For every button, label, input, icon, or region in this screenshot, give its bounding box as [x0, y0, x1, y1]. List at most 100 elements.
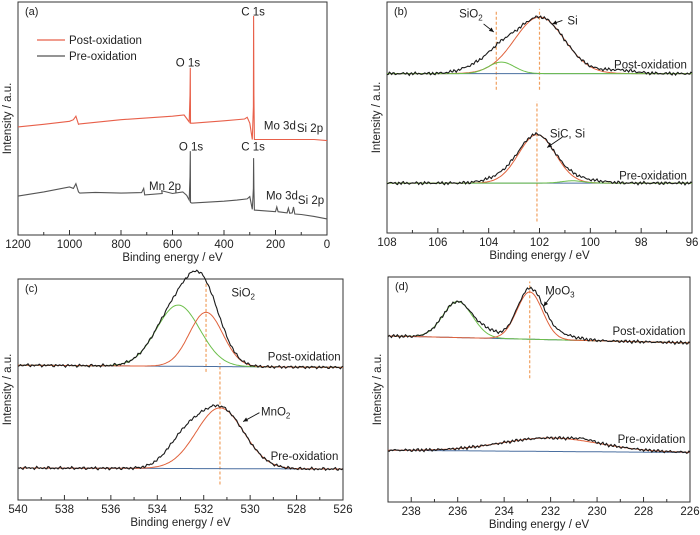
x-tick-label: 538	[55, 504, 74, 516]
spectrum-label: Pre-oxidation	[619, 170, 687, 182]
y-axis-label: Intensity / a.u.	[2, 83, 14, 155]
x-tick-label: 100	[581, 237, 600, 249]
panel-a: 1200 1000 800 600 400 200 0 Binding energy / eV…	[2, 1, 330, 264]
measured-spectrum-curve	[17, 404, 344, 471]
arrowhead-icon	[547, 143, 553, 148]
peak-annotation-text: MnO	[261, 407, 286, 419]
plot-frame	[387, 276, 691, 503]
x-tick-label: 108	[377, 237, 396, 249]
panel-b: 108 106 104 102 100 98 96 Binding energy / eV In…	[371, 1, 699, 262]
x-tick-label: 236	[448, 506, 467, 518]
peak-annotation-text: Si	[567, 15, 577, 27]
x-tick-label: 104	[479, 237, 499, 249]
x-tick-label: 232	[541, 506, 560, 518]
panel-label: (d)	[395, 281, 408, 293]
measured-spectrum-curve	[17, 269, 344, 370]
x-tick-label: 536	[101, 504, 120, 516]
peak-annotation: Mo 3d	[266, 190, 298, 202]
arrowhead-icon	[543, 301, 549, 307]
arrowhead-icon	[552, 20, 558, 25]
measured-spectrum-curve	[387, 286, 691, 346]
peak-annotation: Mn 2p	[149, 181, 181, 193]
spectrum-label: Pre-oxidation	[618, 434, 686, 446]
peak-annotation-text: O 1s	[179, 141, 204, 153]
peak-annotation-text: O 1s	[176, 58, 201, 70]
peak-annotation: SiC, Si	[550, 129, 585, 141]
legend-label: Pre-oxidation	[69, 51, 137, 63]
x-tick-label: 1000	[57, 239, 83, 251]
peak-annotation-text: C 1s	[241, 6, 265, 18]
series-line-pre-oxidation	[17, 151, 328, 220]
peak-annotation: MoO3	[545, 286, 575, 300]
legend-label: Post-oxidation	[69, 35, 142, 47]
measured-spectrum-curve	[386, 131, 693, 186]
peak-annotation: Mo 3d	[264, 120, 296, 132]
peak-annotation-subscript: 2	[286, 412, 291, 421]
peak-annotation: SiO2	[459, 9, 483, 23]
peak-annotation-text: SiO	[459, 9, 478, 21]
panel-d: 238 236 234 232 230 228 226 Binding energy / eV…	[372, 276, 700, 531]
peak-annotation: Si	[567, 15, 577, 27]
peak-annotation: O 1s	[179, 141, 204, 153]
panel-label: (a)	[25, 6, 38, 18]
peak-annotation-subscript: 2	[478, 14, 483, 23]
peak-annotation-subscript: 2	[251, 292, 256, 301]
peak-annotation-text: MoO	[545, 286, 570, 298]
peak-annotation: C 1s	[241, 141, 265, 153]
y-axis-label: Intensity / a.u.	[371, 82, 383, 154]
peak-annotation-text: Si 2p	[297, 123, 323, 135]
x-tick-label: 98	[635, 237, 648, 249]
arrowhead-icon	[243, 417, 249, 422]
legend: Post-oxidation Pre-oxidation	[37, 35, 142, 63]
spectrum-label: Post-oxidation	[268, 351, 341, 363]
x-tick-label: 532	[194, 504, 213, 516]
fitted-peak-curve	[18, 407, 343, 470]
peak-annotation: Si 2p	[298, 195, 324, 207]
x-tick-label: 800	[111, 239, 130, 251]
x-tick-label: 226	[680, 506, 699, 518]
x-tick-label: 528	[287, 504, 306, 516]
peak-annotation-text: Mn 2p	[149, 181, 181, 193]
x-tick-label: 1200	[5, 239, 31, 251]
spectrum-label: Post-oxidation	[612, 326, 685, 338]
panel-label: (c)	[25, 283, 38, 295]
x-tick-label: 234	[495, 506, 515, 518]
peak-annotation: SiO2	[231, 287, 255, 301]
peak-annotation-text: Mo 3d	[264, 120, 296, 132]
x-tick-label: 0	[324, 239, 330, 251]
peak-annotation-text: SiC, Si	[550, 129, 585, 141]
x-tick-label: 534	[148, 504, 168, 516]
x-tick-label: 530	[241, 504, 260, 516]
x-tick-label: 200	[266, 239, 285, 251]
x-tick-label: 400	[214, 239, 233, 251]
peak-annotation-text: Mo 3d	[266, 190, 298, 202]
x-tick-label: 238	[402, 506, 421, 518]
x-axis-label: Binding energy / eV	[122, 252, 223, 264]
x-tick-label: 230	[587, 506, 606, 518]
series-line-post-oxidation	[17, 15, 328, 142]
peak-annotation: C 1s	[241, 6, 265, 18]
plot-frame	[386, 1, 693, 234]
plot-frame	[17, 278, 344, 501]
x-tick-label: 96	[686, 237, 699, 249]
x-tick-label: 600	[163, 239, 182, 251]
background-line	[388, 449, 690, 453]
x-axis-label: Binding energy / eV	[489, 519, 590, 531]
x-axis-label: Binding energy / eV	[489, 250, 590, 262]
peak-annotation-text: C 1s	[241, 141, 265, 153]
peak-annotation: MnO2	[261, 407, 291, 421]
spectrum-label: Pre-oxidation	[271, 451, 339, 463]
peak-annotation-text: SiO	[231, 287, 250, 299]
y-axis-label: Intensity / a.u.	[2, 354, 14, 426]
peak-annotation: O 1s	[176, 58, 201, 70]
x-tick-label: 106	[428, 237, 447, 249]
peak-annotation: Si 2p	[297, 123, 323, 135]
arrowhead-icon	[488, 27, 494, 33]
peak-annotation-text: Si 2p	[298, 195, 324, 207]
x-axis-label: Binding energy / eV	[130, 517, 231, 529]
measured-spectrum-curve	[387, 435, 691, 454]
spectrum-label: Post-oxidation	[614, 59, 687, 71]
x-tick-label: 102	[530, 237, 549, 249]
y-axis-label: Intensity / a.u.	[372, 354, 384, 426]
